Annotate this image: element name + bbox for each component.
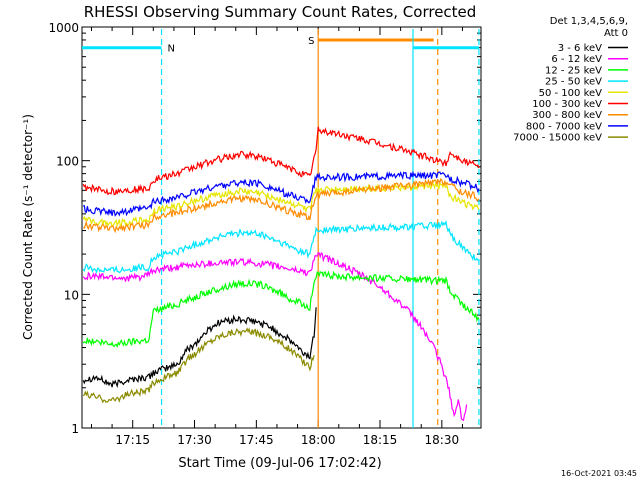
x-tick-label: 17:15	[115, 433, 150, 447]
footer-date: 16-Oct-2021 03:45	[561, 469, 637, 478]
x-axis-label: Start Time (09-Jul-06 17:02:42)	[178, 456, 381, 471]
y-axis-label: Corrected Count Rate (s⁻¹ detector⁻¹)	[21, 114, 35, 340]
legend-entry-label: 7000 - 15000 keV	[513, 133, 602, 144]
legend-entry-label: 50 - 100 keV	[539, 88, 603, 99]
chart-title: RHESSI Observing Summary Count Rates, Co…	[84, 3, 477, 21]
series-line	[82, 251, 468, 422]
legend-header: Att 0	[604, 28, 628, 39]
x-tick-label: 18:30	[425, 433, 460, 447]
series-line	[82, 219, 479, 274]
legend-entry-label: 100 - 300 keV	[532, 99, 602, 110]
y-tick-label: 10	[64, 288, 79, 302]
plot-border	[81, 26, 482, 429]
series-line	[82, 270, 480, 349]
series-line	[82, 307, 317, 389]
legend-entry-label: 25 - 50 keV	[545, 77, 602, 88]
series-lines	[82, 126, 480, 422]
legend-entry-label: 6 - 12 keV	[551, 54, 602, 65]
legend-entry-label: 300 - 800 keV	[532, 110, 602, 121]
x-tick-label: 18:15	[363, 433, 398, 447]
interval-label: N	[168, 44, 175, 55]
legend-entry-label: 12 - 25 keV	[545, 65, 602, 76]
x-tick-label: 17:30	[177, 433, 212, 447]
observing-intervals: NS	[82, 36, 479, 55]
y-tick-label: 1000	[48, 21, 79, 35]
plot-frame	[81, 26, 482, 429]
vertical-markers	[160, 29, 480, 428]
series-line	[82, 170, 480, 217]
x-tick-label: 18:00	[301, 433, 336, 447]
y-tick-label: 1	[71, 422, 79, 436]
axis-ticks	[82, 26, 481, 429]
legend-entry-label: 3 - 6 keV	[558, 43, 602, 54]
x-tick-labels: 17:15 17:30 17:45 18:00 18:15 18:30	[115, 433, 459, 447]
y-tick-label: 100	[56, 155, 79, 169]
y-tick-labels: 1 10 100 1000	[48, 21, 79, 436]
interval-label: S	[308, 36, 314, 47]
series-line	[82, 126, 480, 196]
x-tick-label: 17:45	[239, 433, 274, 447]
legend-header: Det 1,3,4,5,6,9,	[550, 16, 628, 27]
series-line	[82, 327, 315, 404]
series-line	[82, 177, 480, 234]
legend-entry-label: 800 - 7000 keV	[526, 121, 602, 132]
